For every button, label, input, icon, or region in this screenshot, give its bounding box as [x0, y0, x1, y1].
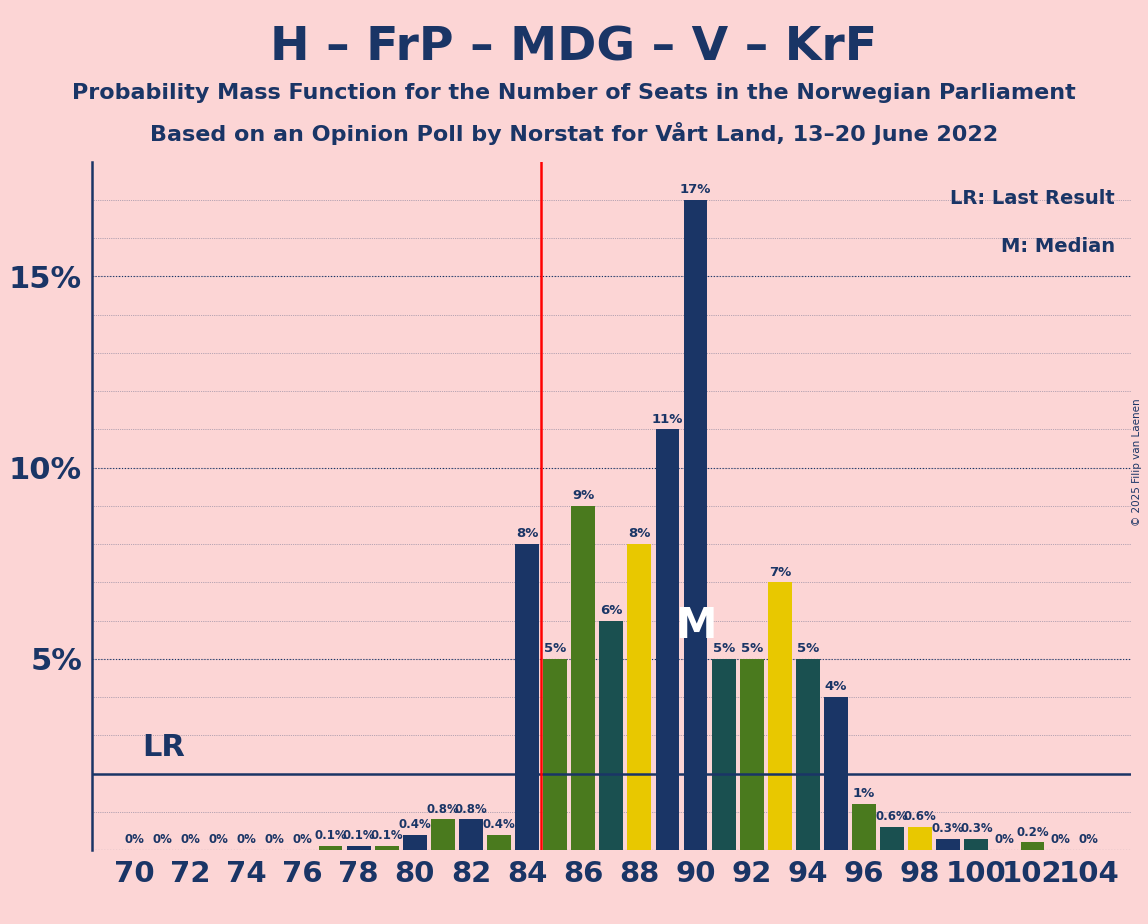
Text: 0.3%: 0.3%: [960, 821, 993, 834]
Text: 5%: 5%: [713, 642, 735, 655]
Bar: [852, 804, 876, 850]
Text: 0.6%: 0.6%: [876, 810, 908, 823]
Text: 0.1%: 0.1%: [371, 830, 403, 843]
Bar: [712, 659, 736, 850]
Text: LR: Last Result: LR: Last Result: [951, 189, 1115, 208]
Bar: [487, 834, 511, 850]
Bar: [964, 839, 988, 850]
Text: 0%: 0%: [1050, 833, 1071, 846]
Bar: [628, 544, 651, 850]
Text: M: Median: M: Median: [1001, 237, 1115, 257]
Text: 5%: 5%: [740, 642, 762, 655]
Bar: [739, 659, 763, 850]
Text: 0%: 0%: [180, 833, 200, 846]
Bar: [374, 846, 398, 850]
Text: 0%: 0%: [124, 833, 144, 846]
Text: 1%: 1%: [853, 787, 875, 800]
Text: 0.8%: 0.8%: [455, 803, 487, 816]
Text: 0%: 0%: [208, 833, 228, 846]
Text: 4%: 4%: [824, 680, 847, 693]
Bar: [572, 506, 595, 850]
Bar: [768, 582, 792, 850]
Text: 6%: 6%: [600, 603, 622, 617]
Bar: [403, 834, 427, 850]
Text: 0.3%: 0.3%: [932, 821, 964, 834]
Bar: [656, 430, 680, 850]
Text: LR: LR: [142, 733, 185, 762]
Text: 8%: 8%: [515, 528, 538, 541]
Text: 0%: 0%: [152, 833, 172, 846]
Text: 7%: 7%: [769, 565, 791, 578]
Bar: [824, 697, 848, 850]
Text: 11%: 11%: [652, 413, 683, 426]
Text: 0%: 0%: [236, 833, 256, 846]
Text: 0%: 0%: [1079, 833, 1099, 846]
Text: H – FrP – MDG – V – KrF: H – FrP – MDG – V – KrF: [271, 26, 877, 71]
Text: 0%: 0%: [994, 833, 1015, 846]
Text: 0%: 0%: [264, 833, 285, 846]
Bar: [515, 544, 540, 850]
Text: 17%: 17%: [680, 183, 712, 196]
Bar: [881, 827, 903, 850]
Bar: [459, 820, 483, 850]
Text: 0.6%: 0.6%: [903, 810, 937, 823]
Text: 0%: 0%: [293, 833, 312, 846]
Bar: [908, 827, 932, 850]
Bar: [543, 659, 567, 850]
Text: 0.4%: 0.4%: [398, 818, 432, 831]
Text: 0.8%: 0.8%: [426, 803, 459, 816]
Text: M: M: [675, 605, 716, 648]
Text: © 2025 Filip van Laenen: © 2025 Filip van Laenen: [1132, 398, 1142, 526]
Bar: [319, 846, 342, 850]
Text: 0.2%: 0.2%: [1016, 826, 1049, 839]
Text: 8%: 8%: [628, 528, 651, 541]
Text: Probability Mass Function for the Number of Seats in the Norwegian Parliament: Probability Mass Function for the Number…: [72, 83, 1076, 103]
Text: 0.1%: 0.1%: [342, 830, 375, 843]
Text: 0.4%: 0.4%: [482, 818, 515, 831]
Text: 5%: 5%: [797, 642, 819, 655]
Text: 0.1%: 0.1%: [315, 830, 347, 843]
Text: 9%: 9%: [572, 489, 595, 502]
Bar: [1021, 843, 1045, 850]
Bar: [683, 200, 707, 850]
Bar: [430, 820, 455, 850]
Text: 5%: 5%: [544, 642, 566, 655]
Bar: [937, 839, 960, 850]
Bar: [347, 846, 371, 850]
Bar: [796, 659, 820, 850]
Bar: [599, 621, 623, 850]
Text: Based on an Opinion Poll by Norstat for Vårt Land, 13–20 June 2022: Based on an Opinion Poll by Norstat for …: [150, 122, 998, 145]
